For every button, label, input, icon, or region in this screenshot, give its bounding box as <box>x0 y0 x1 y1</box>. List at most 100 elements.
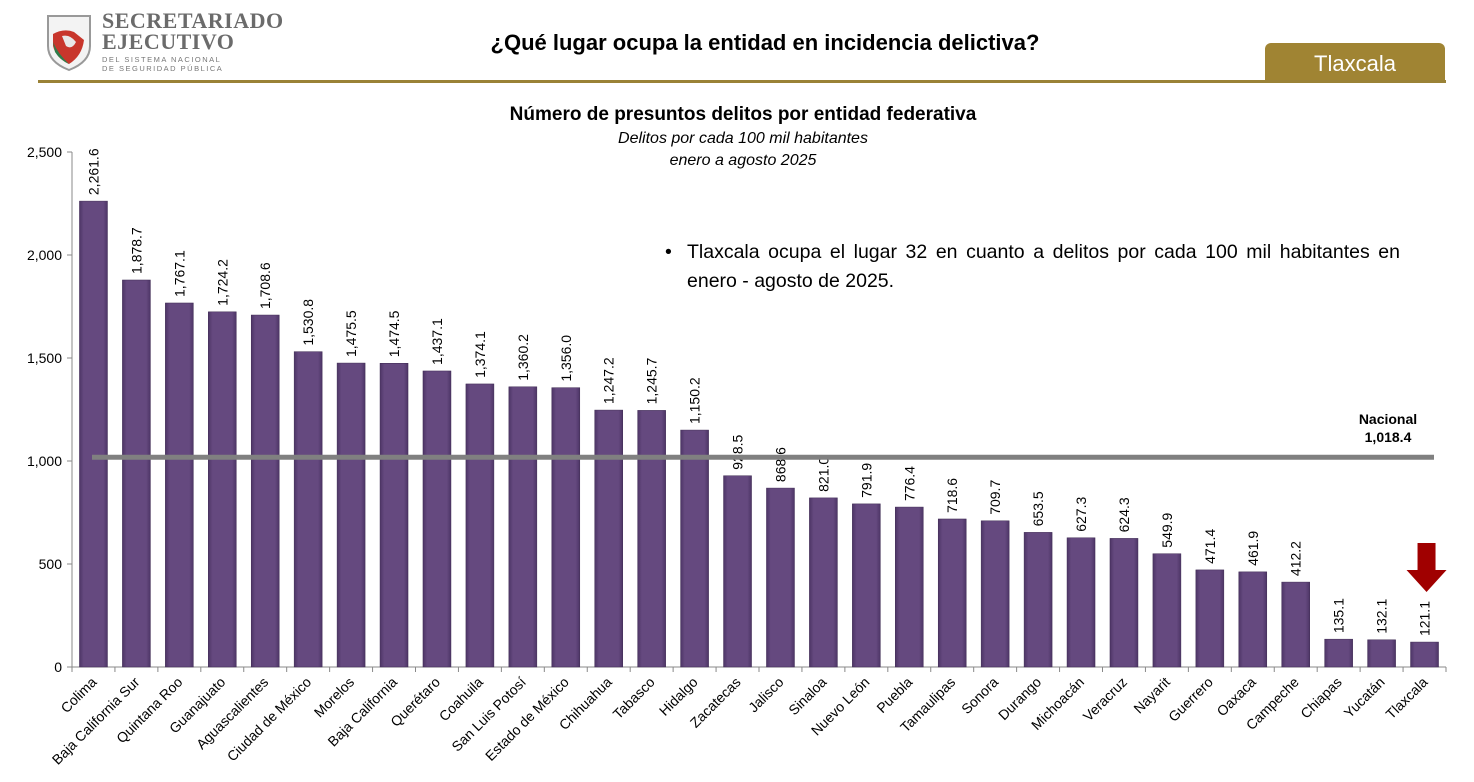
data-label: 1,708.6 <box>257 262 273 309</box>
bar-Durango <box>1023 532 1053 668</box>
x-tick-label: Nayarit <box>1130 674 1173 717</box>
bar-Hidalgo <box>680 429 709 668</box>
data-label: 549.9 <box>1159 512 1175 547</box>
bar-Querétaro <box>422 370 452 668</box>
header-divider <box>38 80 1446 83</box>
data-label: 1,767.1 <box>171 250 187 297</box>
bar-Sonora <box>980 520 1010 668</box>
bullet-icon: • <box>665 241 672 263</box>
data-label: 1,878.7 <box>128 227 144 274</box>
data-label: 776.4 <box>901 466 917 501</box>
data-label: 1,245.7 <box>644 357 660 404</box>
data-label: 135.1 <box>1331 598 1347 633</box>
bar-Puebla <box>895 506 924 668</box>
bar-Yucatán <box>1367 639 1396 668</box>
y-tick-label: 1,500 <box>27 350 62 366</box>
data-label: 709.7 <box>987 480 1003 515</box>
data-label: 1,150.2 <box>687 377 703 424</box>
bar-Ciudad de México <box>293 351 323 668</box>
data-label: 1,530.8 <box>300 299 316 346</box>
bar-Chiapas <box>1324 638 1353 668</box>
bar-Tamaulipas <box>937 518 967 668</box>
reference-value: 1,018.4 <box>1365 429 1412 445</box>
x-tick-label: Veracruz <box>1080 674 1130 724</box>
data-label: 791.9 <box>858 463 874 498</box>
y-tick-label: 1,000 <box>27 453 62 469</box>
logo: SECRETARIADO EJECUTIVO DEL SISTEMA NACIO… <box>44 8 284 73</box>
data-label: 1,247.2 <box>601 357 617 404</box>
data-label: 132.1 <box>1374 599 1390 634</box>
bar-Campeche <box>1281 581 1310 668</box>
bar-Chihuahua <box>594 409 623 668</box>
bar-Tlaxcala <box>1410 641 1439 668</box>
chart-subtitle-1: Delitos por cada 100 mil habitantes <box>618 130 868 147</box>
logo-text-1: SECRETARIADO <box>102 8 284 33</box>
data-label: 412.2 <box>1288 541 1304 576</box>
bar-San Luis Potosí <box>508 386 538 668</box>
logo-text-3: DEL SISTEMA NACIONAL DE SEGURIDAD PÚBLICA <box>102 55 224 73</box>
entity-badge: Tlaxcala <box>1265 43 1445 82</box>
bar-Nayarit <box>1152 553 1182 668</box>
x-tick-label: Puebla <box>873 674 915 716</box>
shield-logo-icon <box>47 15 91 72</box>
y-tick-label: 2,000 <box>27 247 62 263</box>
data-label: 1,724.2 <box>214 259 230 306</box>
data-label: 821.0 <box>815 457 831 492</box>
bar-Jalisco <box>766 487 795 668</box>
x-tick-label: Colima <box>57 674 99 716</box>
bar-Michoacán <box>1066 537 1096 668</box>
bar-Nuevo León <box>852 503 881 668</box>
data-label: 1,356.0 <box>558 335 574 382</box>
bar-Tabasco <box>637 410 666 668</box>
bar-Guerrero <box>1195 569 1225 668</box>
x-tick-label: Yucatán <box>1341 674 1388 721</box>
data-label: 653.5 <box>1030 491 1046 526</box>
y-tick-label: 0 <box>54 659 62 675</box>
logo-text-2: EJECUTIVO <box>102 29 235 54</box>
x-tick-label: Jalisco <box>745 674 787 716</box>
data-label: 624.3 <box>1116 497 1132 532</box>
bar-Aguascalientes <box>250 314 280 668</box>
data-label: 1,360.2 <box>515 334 531 381</box>
data-label: 121.1 <box>1417 601 1433 636</box>
y-tick-label: 2,500 <box>27 144 62 160</box>
bar-Estado de México <box>551 387 581 668</box>
bar-Veracruz <box>1109 538 1139 668</box>
bar-Sinaloa <box>809 497 838 668</box>
bar-Zacatecas <box>723 475 752 668</box>
y-tick-label: 500 <box>39 556 63 572</box>
data-label: 2,261.6 <box>85 148 101 195</box>
bar-Colima <box>79 200 108 668</box>
bar-Baja California Sur <box>122 279 151 668</box>
data-label: 627.3 <box>1073 497 1089 532</box>
reference-label: Nacional <box>1359 411 1417 427</box>
bar-Baja California <box>379 363 409 668</box>
data-label: 471.4 <box>1202 529 1218 564</box>
bar-Quintana Roo <box>165 302 194 668</box>
bar-Oaxaca <box>1238 571 1268 668</box>
note-text: Tlaxcala ocupa el lugar 32 en cuanto a d… <box>687 241 1400 292</box>
note-bullet: • Tlaxcala ocupa el lugar 32 en cuanto a… <box>665 238 1400 296</box>
data-label: 868.6 <box>772 447 788 482</box>
data-label: 461.9 <box>1245 531 1261 566</box>
data-label: 1,374.1 <box>472 331 488 378</box>
data-label: 1,475.5 <box>343 310 359 357</box>
data-label: 1,474.5 <box>386 310 402 357</box>
x-tick-label: San Luis Potosí <box>448 674 529 755</box>
bar-Guanajuato <box>208 311 237 668</box>
data-label: 718.6 <box>944 478 960 513</box>
x-tick-label: Guerrero <box>1165 674 1216 725</box>
data-label: 1,437.1 <box>429 318 445 365</box>
x-tick-label: Tlaxcala <box>1382 674 1430 722</box>
x-tick-label: Chiapas <box>1297 674 1345 722</box>
down-arrow-icon <box>1406 543 1447 592</box>
data-label: 928.5 <box>730 434 746 469</box>
page-title: ¿Qué lugar ocupa la entidad en incidenci… <box>490 30 1040 55</box>
chart-title: Número de presuntos delitos por entidad … <box>509 104 977 125</box>
x-tick-label: Tabasco <box>610 674 658 722</box>
chart-subtitle-2: enero a agosto 2025 <box>669 152 817 169</box>
bar-Morelos <box>336 362 366 668</box>
bar-Coahuila <box>465 383 495 668</box>
